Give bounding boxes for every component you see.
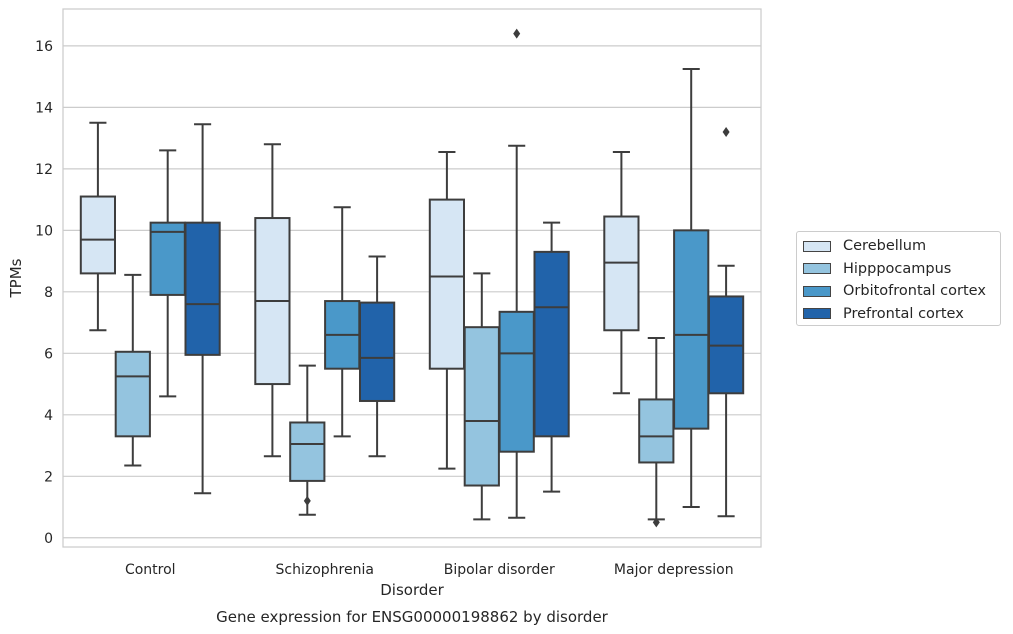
y-tick-label: 4 [44, 408, 53, 424]
box-iqr [79, 195, 117, 275]
x-tick-label: Control [125, 562, 176, 578]
box-iqr [184, 221, 221, 356]
box-iqr [114, 350, 151, 438]
box-prefrontal-cortex [184, 123, 221, 495]
x-tick-label: Major depression [614, 562, 734, 578]
box-prefrontal-cortex [358, 255, 396, 458]
x-axis-label: Disorder [380, 581, 444, 599]
box-iqr [603, 215, 640, 332]
y-tick-label: 10 [35, 223, 53, 239]
box-iqr [358, 301, 396, 402]
box-iqr [289, 421, 326, 482]
box-iqr [638, 398, 675, 464]
outlier-point [513, 28, 521, 39]
y-tick-label: 14 [35, 100, 53, 116]
box-hipppocampus [289, 364, 326, 516]
box-hipppocampus [638, 336, 675, 528]
x-tick-labels: Control Schizophrenia Bipolar disorder Majo… [125, 562, 734, 578]
x-tick-label: Bipolar disorder [444, 562, 555, 578]
box-iqr [498, 310, 535, 453]
legend-item: Cerebellum [803, 235, 1000, 258]
legend-swatch [803, 263, 831, 275]
y-tick-label: 8 [44, 285, 53, 301]
box-prefrontal-cortex [533, 221, 570, 493]
legend-item: Prefrontal cortex [803, 303, 1000, 326]
legend-swatch [803, 240, 831, 252]
y-axis-label: TPMs [7, 258, 25, 298]
box-iqr [149, 221, 186, 296]
plot-frame [62, 8, 762, 548]
box-orbitofrontal-cortex [498, 28, 535, 519]
outlier-point [303, 495, 311, 506]
box-hipppocampus [463, 272, 500, 521]
box-cerebellum [428, 150, 466, 470]
y-tick-label: 6 [44, 346, 53, 362]
legend-label: Orbitofrontal cortex [843, 283, 986, 300]
y-tick-label: 0 [44, 531, 53, 547]
box-iqr [428, 198, 466, 370]
box-cerebellum [603, 150, 640, 395]
legend-label: Prefrontal cortex [843, 305, 964, 322]
box-hipppocampus [114, 273, 151, 467]
legend-label: Hipppocampus [843, 260, 952, 277]
box-cerebellum [79, 121, 117, 332]
box-orbitofrontal-cortex [673, 67, 710, 509]
box-cerebellum [254, 143, 291, 458]
legend: Cerebellum Hipppocampus Orbitofrontal cort… [796, 231, 1001, 326]
chart-title: Gene expression for ENSG00000198862 by d… [216, 608, 609, 626]
box-orbitofrontal-cortex [324, 206, 361, 438]
x-tick-label: Schizophrenia [276, 562, 374, 578]
y-tick-label: 2 [44, 469, 53, 485]
legend-item: Orbitofrontal cortex [803, 280, 1000, 303]
box-orbitofrontal-cortex [149, 149, 186, 398]
legend-item: Hipppocampus [803, 258, 1000, 281]
box-prefrontal-cortex [707, 126, 745, 518]
legend-swatch [803, 308, 831, 320]
box-layer [79, 28, 745, 528]
box-iqr [673, 229, 710, 430]
legend-label: Cerebellum [843, 238, 927, 255]
y-tick-label: 16 [35, 39, 53, 55]
legend-swatch [803, 285, 831, 297]
y-tick-label: 12 [35, 162, 53, 178]
y-tick-labels: 0 2 4 6 8 10 12 14 16 [35, 39, 53, 547]
outlier-point [652, 517, 660, 528]
box-iqr [463, 326, 500, 487]
box-iqr [533, 250, 570, 438]
outlier-point [722, 126, 730, 137]
